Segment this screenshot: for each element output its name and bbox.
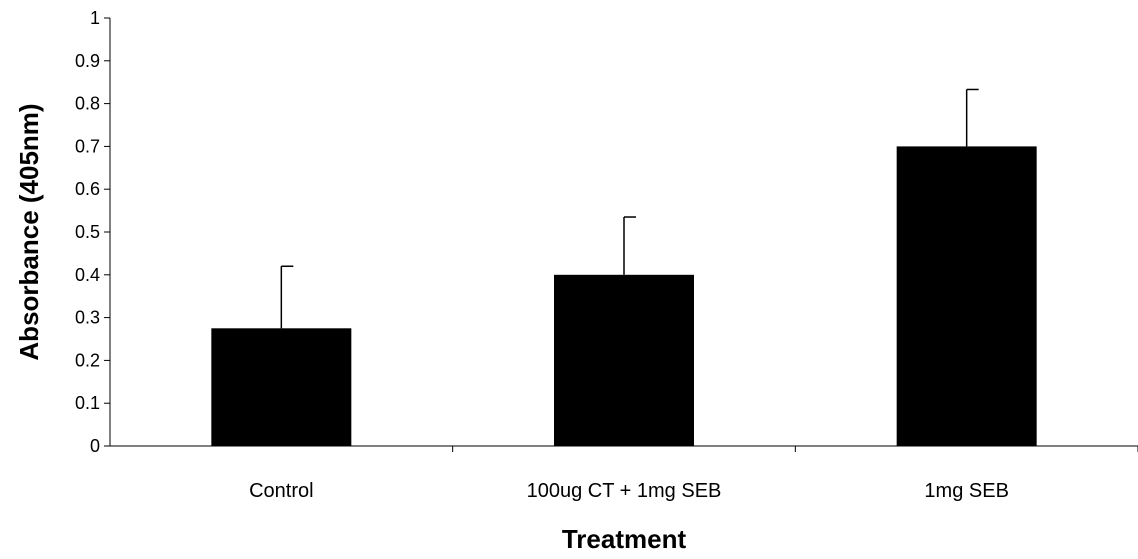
x-category-label: Control bbox=[249, 480, 313, 502]
bar bbox=[554, 274, 694, 446]
bar bbox=[211, 328, 352, 446]
y-tick-label: 0 bbox=[90, 436, 100, 456]
x-category-label: 1mg SEB bbox=[924, 480, 1008, 502]
y-tick-label: 0.7 bbox=[75, 136, 100, 156]
y-tick-label: 0.5 bbox=[75, 222, 100, 242]
error-bars-layer bbox=[280, 88, 979, 329]
x-ticks-layer: Control 100ug CT + 1mg SEB 1mg SEB bbox=[249, 446, 1138, 502]
y-tick-label: 0.1 bbox=[75, 393, 100, 413]
y-tick-label: 0.6 bbox=[75, 179, 100, 199]
x-axis-title: Treatment bbox=[562, 524, 687, 554]
y-tick-label: 0.4 bbox=[75, 265, 100, 285]
error-bar bbox=[280, 265, 294, 329]
error-bar bbox=[965, 88, 979, 147]
y-axis-title: Absorbance (405nm) bbox=[14, 103, 44, 360]
y-tick-label: 0.3 bbox=[75, 308, 100, 328]
y-tick-label: 0.8 bbox=[75, 94, 100, 114]
error-bar bbox=[623, 216, 636, 275]
y-tick-label: 0.2 bbox=[75, 350, 100, 370]
y-tick-label: 1 bbox=[90, 8, 100, 28]
x-category-label: 100ug CT + 1mg SEB bbox=[527, 480, 722, 502]
bar bbox=[896, 146, 1037, 446]
bars-layer bbox=[211, 146, 1037, 446]
y-ticks-layer: 0 0.1 0.2 0.3 0.4 0.5 0.6 0.7 0.8 0.9 1 bbox=[75, 8, 110, 456]
y-tick-label: 0.9 bbox=[75, 51, 100, 71]
